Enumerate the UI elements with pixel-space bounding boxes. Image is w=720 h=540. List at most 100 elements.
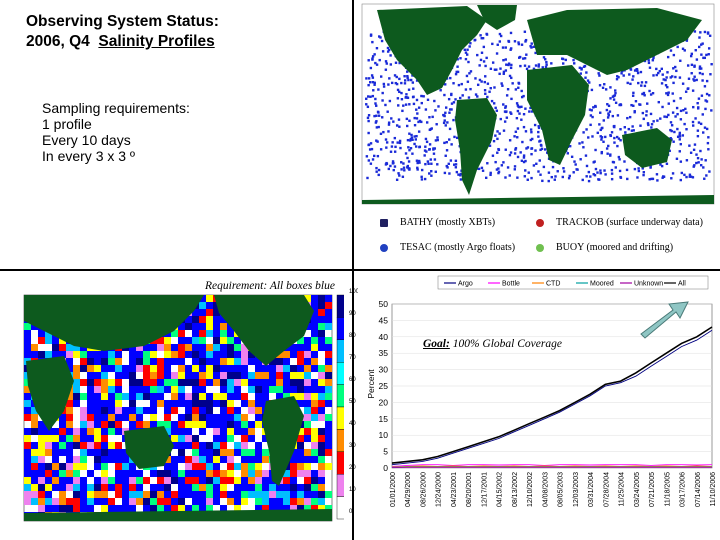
coverage-grid-cell bbox=[255, 442, 262, 449]
land-masses bbox=[362, 5, 714, 204]
observation-dot bbox=[680, 171, 683, 175]
coverage-grid-cell bbox=[45, 491, 52, 498]
coverage-grid-cell bbox=[87, 386, 94, 393]
coverage-grid-cell bbox=[192, 414, 199, 421]
observation-dot bbox=[602, 119, 605, 122]
coverage-grid-cell bbox=[283, 358, 290, 365]
coverage-grid-cell bbox=[213, 309, 220, 316]
observation-dot bbox=[489, 67, 493, 70]
coverage-grid-cell bbox=[318, 379, 325, 386]
observation-dot bbox=[474, 77, 477, 80]
observation-dot bbox=[624, 131, 627, 134]
coverage-grid-cell bbox=[318, 323, 325, 330]
x-tick-label: 12/17/2001 bbox=[481, 472, 488, 507]
observation-dot bbox=[434, 170, 437, 173]
coverage-grid-cell bbox=[115, 449, 122, 456]
coverage-grid-cell bbox=[206, 484, 213, 491]
observation-dot bbox=[502, 103, 505, 106]
observation-dot bbox=[530, 42, 533, 45]
coverage-grid-cell bbox=[199, 449, 206, 456]
coverage-grid-cell bbox=[206, 379, 213, 386]
coverage-grid-cell bbox=[24, 393, 31, 400]
observation-dot bbox=[521, 140, 524, 144]
observation-dot bbox=[395, 75, 398, 79]
observation-dot bbox=[678, 133, 681, 137]
observation-dot bbox=[623, 126, 626, 129]
observation-dot bbox=[466, 80, 470, 83]
observation-dot bbox=[688, 173, 692, 176]
coverage-grid-cell bbox=[66, 456, 73, 463]
coverage-grid-cell bbox=[157, 498, 164, 505]
observation-dot bbox=[398, 90, 401, 94]
coverage-grid-cell bbox=[234, 407, 241, 414]
observation-dot bbox=[467, 96, 471, 99]
coverage-grid-cell bbox=[199, 379, 206, 386]
coverage-grid-cell bbox=[94, 498, 101, 505]
observation-dot bbox=[524, 40, 527, 43]
coverage-grid-cell bbox=[87, 505, 94, 512]
coverage-grid-cell bbox=[185, 421, 192, 428]
observation-dot bbox=[525, 67, 529, 71]
observation-dot bbox=[424, 162, 427, 166]
coverage-grid-cell bbox=[101, 435, 108, 442]
coverage-grid-cell bbox=[318, 428, 325, 435]
coverage-grid-cell bbox=[311, 379, 318, 386]
observation-dot bbox=[660, 164, 664, 168]
coverage-grid-cell bbox=[129, 372, 136, 379]
observation-dot bbox=[667, 113, 670, 117]
coverage-grid-cell bbox=[164, 358, 171, 365]
observation-dot bbox=[369, 34, 373, 37]
observation-dot bbox=[406, 70, 409, 73]
observation-dot bbox=[609, 153, 612, 156]
coverage-grid-cell bbox=[304, 393, 311, 400]
observation-dot bbox=[664, 84, 668, 87]
coverage-grid-cell bbox=[227, 330, 234, 337]
coverage-grid-cell bbox=[199, 309, 206, 316]
coverage-grid-cell bbox=[66, 505, 73, 512]
observation-dot bbox=[412, 102, 416, 106]
requirements-heading: Sampling requirements: bbox=[42, 100, 190, 116]
observation-dot bbox=[598, 123, 601, 126]
coverage-grid-cell bbox=[297, 470, 304, 477]
observation-dot bbox=[671, 75, 674, 78]
observation-dot bbox=[708, 94, 711, 97]
coverage-grid-cell bbox=[325, 435, 332, 442]
observation-dot bbox=[692, 78, 695, 81]
coverage-grid-cell bbox=[227, 344, 234, 351]
coverage-grid-cell bbox=[220, 400, 227, 407]
series-line-ctd bbox=[391, 465, 713, 468]
coverage-grid-cell bbox=[262, 477, 269, 484]
coverage-grid-cell bbox=[255, 456, 262, 463]
coverage-grid-cell bbox=[129, 386, 136, 393]
x-tick-label: 08/13/2002 bbox=[512, 472, 519, 507]
observation-dot bbox=[491, 61, 495, 64]
observation-dot bbox=[695, 78, 698, 82]
coverage-grid-cell bbox=[108, 449, 115, 456]
observation-dot bbox=[610, 131, 614, 134]
coverage-grid-cell bbox=[206, 407, 213, 414]
observation-dot bbox=[592, 106, 595, 109]
observation-dot bbox=[509, 48, 512, 51]
observation-dot bbox=[562, 167, 565, 170]
coverage-grid-cell bbox=[122, 477, 129, 484]
observation-dot bbox=[406, 76, 409, 79]
coverage-grid-cell bbox=[318, 449, 325, 456]
coverage-grid-cell bbox=[87, 498, 94, 505]
observation-dot bbox=[588, 81, 591, 84]
observation-dot bbox=[443, 171, 447, 175]
coverage-grid-cell bbox=[241, 435, 248, 442]
observation-dot bbox=[503, 120, 507, 123]
coverage-grid-cell bbox=[290, 372, 297, 379]
coverage-grid-cell bbox=[122, 365, 129, 372]
chart-x-ticks: 01/01/2000 04/29/2000 08/26/2000 12/24/2000… bbox=[390, 472, 717, 507]
observation-dot bbox=[386, 50, 390, 53]
coverage-grid-cell bbox=[213, 456, 220, 463]
coverage-grid-cell bbox=[297, 365, 304, 372]
coverage-grid-cell bbox=[45, 477, 52, 484]
observation-dot bbox=[488, 90, 491, 93]
coverage-grid-cell bbox=[115, 351, 122, 358]
observation-dot bbox=[371, 158, 375, 161]
observation-dot bbox=[423, 177, 427, 181]
observation-dot bbox=[479, 58, 483, 62]
